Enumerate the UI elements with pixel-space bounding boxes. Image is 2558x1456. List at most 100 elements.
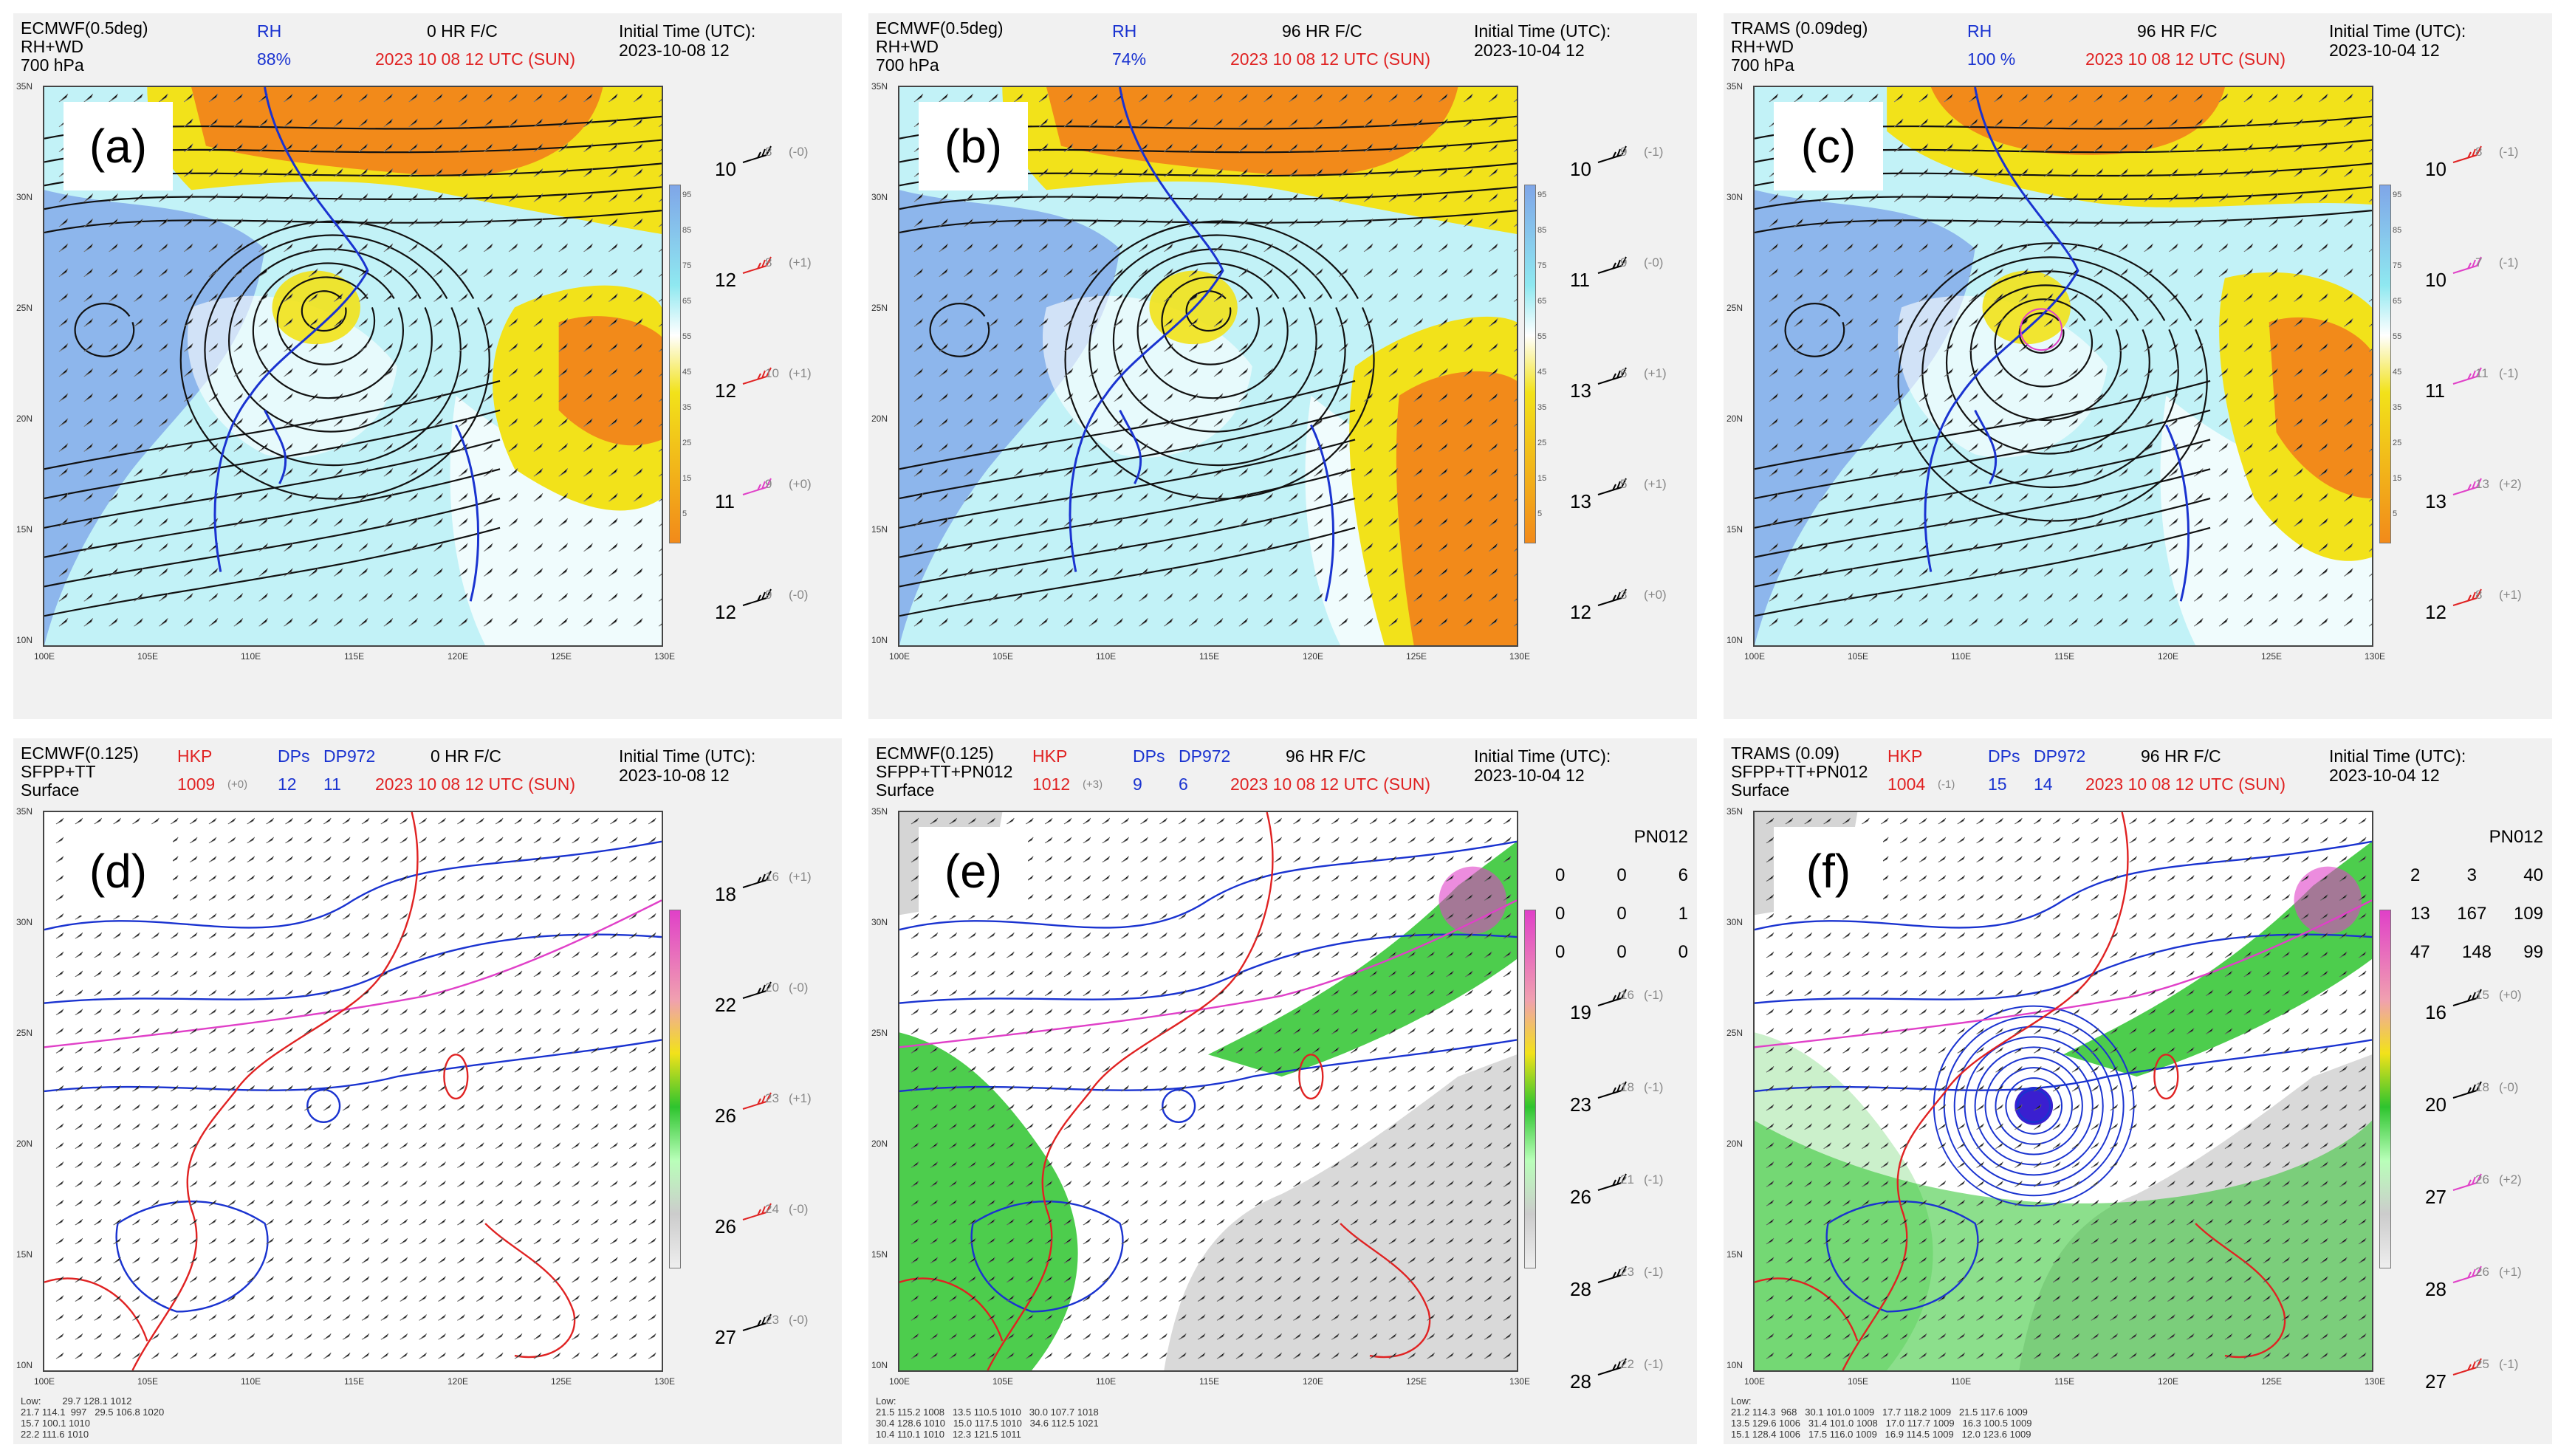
forecast-hour: 0 HR F/C bbox=[431, 746, 501, 766]
station-secondary-value: 20 bbox=[765, 981, 779, 995]
station-value: 10 bbox=[715, 158, 736, 180]
wind-barb-icon bbox=[2452, 989, 2482, 1006]
wind-barb-icon bbox=[742, 145, 772, 163]
lat-tick-label: 10N bbox=[871, 1360, 888, 1370]
map-frame: (a) bbox=[43, 86, 663, 647]
panel-label: (f) bbox=[1774, 827, 1883, 916]
panel-e: ECMWF(0.125) SFPP+TT+PN012 Surface HKP 1012 (… bbox=[868, 738, 1697, 1444]
init-time-value: 2023-10-04 12 bbox=[1474, 41, 1585, 60]
hkp-title: HKP bbox=[1032, 746, 1068, 766]
lat-tick-label: 15N bbox=[16, 1249, 33, 1260]
pn012-title: PN012 bbox=[1633, 827, 1688, 847]
rh-scale-label: 25 bbox=[682, 439, 692, 447]
rh-scale-label: 55 bbox=[682, 332, 692, 341]
station-value: 16 bbox=[2425, 1001, 2446, 1023]
rh-scale-label: 25 bbox=[2393, 439, 2402, 447]
station-deviation: (-0) bbox=[789, 1202, 809, 1216]
station-secondary-value: 9 bbox=[1620, 255, 1628, 269]
station-deviation: (+1) bbox=[2499, 1265, 2522, 1279]
init-time-label: Initial Time (UTC): bbox=[2329, 21, 2466, 41]
station-plot: 18 16 (+1) bbox=[715, 870, 833, 916]
pn012-title: PN012 bbox=[2489, 827, 2543, 847]
lat-tick-label: 35N bbox=[16, 81, 33, 92]
lon-tick-label: 110E bbox=[241, 651, 261, 662]
station-value: 19 bbox=[1570, 1001, 1591, 1023]
station-plot: 13 6 (+1) bbox=[1570, 366, 1688, 412]
hkp-deviation: (+0) bbox=[227, 778, 248, 791]
lat-tick-label: 35N bbox=[16, 806, 33, 817]
hkp-value: 1004 bbox=[1887, 775, 1926, 794]
station-secondary-value: 15 bbox=[2475, 988, 2489, 1002]
valid-time: 2023 10 08 12 UTC (SUN) bbox=[2085, 49, 2286, 69]
station-plot: 12 9 (-0) bbox=[715, 588, 833, 633]
station-secondary-value: 23 bbox=[765, 1313, 779, 1327]
wind-barb-icon bbox=[1597, 367, 1627, 385]
lon-tick-label: 105E bbox=[137, 651, 159, 662]
panel-label: (d) bbox=[64, 827, 173, 916]
station-value: 27 bbox=[715, 1326, 736, 1348]
rh-scale-label: 15 bbox=[2393, 474, 2402, 483]
product-name: RH+WD bbox=[1731, 37, 1794, 56]
forecast-hour: 0 HR F/C bbox=[427, 21, 498, 41]
forecast-hour: 96 HR F/C bbox=[1282, 21, 1362, 41]
lat-tick-label: 30N bbox=[16, 192, 33, 202]
wind-barb-icon bbox=[2452, 256, 2482, 274]
map-field bbox=[1755, 87, 2372, 645]
station-deviation: (-1) bbox=[1644, 1357, 1664, 1371]
lon-tick-label: 115E bbox=[1199, 1376, 1220, 1387]
lat-tick-label: 15N bbox=[871, 524, 888, 535]
station-plot: 23 18 (-1) bbox=[1570, 1080, 1688, 1126]
panel-f: TRAMS (0.09) SFPP+TT+PN012 Surface HKP 1004 (… bbox=[1724, 738, 2552, 1444]
lat-tick-label: 10N bbox=[871, 635, 888, 645]
init-time-label: Initial Time (UTC): bbox=[1474, 746, 1611, 766]
station-secondary-value: 25 bbox=[2475, 1357, 2489, 1371]
rh-scale-label: 25 bbox=[1537, 439, 1547, 447]
valid-time: 2023 10 08 12 UTC (SUN) bbox=[375, 49, 576, 69]
lon-tick-label: 100E bbox=[889, 651, 911, 662]
panel-c: TRAMS (0.09deg) RH+WD 700 hPa RH 100 % 96 HR … bbox=[1724, 13, 2552, 719]
map-frame: (d) bbox=[43, 811, 663, 1372]
product-name: SFPP+TT+PN012 bbox=[876, 762, 1013, 781]
panel-label: (a) bbox=[64, 102, 173, 190]
rh-value: 88% bbox=[257, 49, 292, 69]
panel-label: (c) bbox=[1774, 102, 1883, 190]
lat-tick-label: 30N bbox=[871, 192, 888, 202]
station-deviation: (+0) bbox=[2499, 988, 2522, 1002]
lat-tick-label: 25N bbox=[1727, 303, 1743, 313]
rh-scale-label: 35 bbox=[2393, 403, 2402, 412]
wind-barb-icon bbox=[742, 1203, 772, 1220]
rh-scale-label: 95 bbox=[2393, 190, 2402, 199]
dps-value: 9 bbox=[1133, 775, 1142, 794]
station-deviation: (-0) bbox=[789, 588, 809, 602]
station-plot: 27 23 (-0) bbox=[715, 1313, 833, 1359]
wind-barb-icon bbox=[1597, 1266, 1627, 1283]
station-secondary-value: 8 bbox=[2475, 588, 2483, 602]
lon-tick-label: 115E bbox=[2054, 1376, 2075, 1387]
init-time-label: Initial Time (UTC): bbox=[1474, 21, 1611, 41]
lat-tick-label: 25N bbox=[16, 1028, 33, 1038]
hkp-deviation: (-1) bbox=[1938, 778, 1955, 791]
dps-value: 15 bbox=[1988, 775, 2007, 794]
station-value: 13 bbox=[2425, 490, 2446, 512]
station-value: 26 bbox=[1570, 1186, 1591, 1208]
lon-tick-label: 125E bbox=[1406, 651, 1427, 662]
map-frame: (e) bbox=[898, 811, 1518, 1372]
lat-tick-label: 30N bbox=[1727, 192, 1743, 202]
station-plot: 12 8 (+1) bbox=[2425, 588, 2543, 633]
model-name: ECMWF(0.125) bbox=[21, 744, 139, 763]
lon-tick-label: 100E bbox=[34, 1376, 55, 1387]
lat-tick-label: 35N bbox=[1727, 81, 1743, 92]
lon-tick-label: 105E bbox=[1848, 651, 1869, 662]
level-name: 700 hPa bbox=[1731, 55, 1794, 75]
panel-label: (e) bbox=[919, 827, 1028, 916]
station-deviation: (+2) bbox=[2499, 1172, 2522, 1187]
lon-tick-label: 105E bbox=[137, 1376, 159, 1387]
level-name: Surface bbox=[1731, 780, 1790, 800]
lat-tick-label: 15N bbox=[871, 1249, 888, 1260]
station-secondary-value: 18 bbox=[2475, 1080, 2489, 1094]
station-secondary-value: 23 bbox=[765, 1091, 779, 1105]
lon-tick-label: 110E bbox=[1096, 1376, 1117, 1387]
lat-tick-label: 30N bbox=[871, 917, 888, 927]
wind-barb-icon bbox=[742, 1314, 772, 1331]
lat-tick-label: 25N bbox=[871, 1028, 888, 1038]
